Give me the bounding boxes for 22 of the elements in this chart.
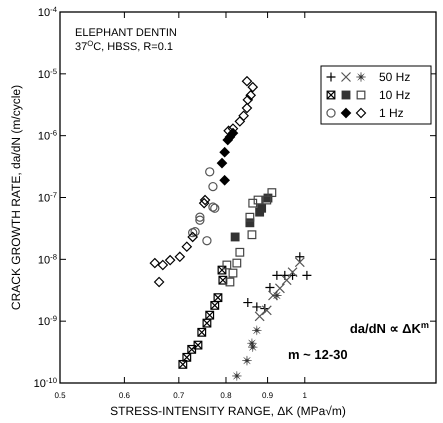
y-tick-label: 10$^{-5}$ xyxy=(38,66,57,81)
legend-label: 10 Hz xyxy=(379,88,410,102)
annotation: da/dN ∝ ΔK$^{m}$ xyxy=(350,320,429,336)
annotation: ELEPHANT DENTIN xyxy=(75,27,177,39)
annotation: 37$^{O}$C, HBSS, R=0.1 xyxy=(75,38,174,53)
x-tick-label: 0.7 xyxy=(173,391,185,400)
y-tick-label: 10$^{-6}$ xyxy=(38,128,57,143)
x-axis-title: STRESS-INTENSITY RANGE, ΔK (MPa√m) xyxy=(110,404,346,418)
legend-label: 50 Hz xyxy=(379,70,410,84)
legend-label: 1 Hz xyxy=(379,106,404,120)
x-tick-label: 0.8 xyxy=(220,391,232,400)
x-tick-label: 1 xyxy=(302,391,308,400)
y-axis-title: CRACK GROWTH RATE, da/dN (m/cycle) xyxy=(9,84,23,310)
y-tick-label: 10$^{-4}$ xyxy=(38,4,58,19)
x-tick-label: 0.6 xyxy=(118,391,130,400)
annotation: m ~ 12-30 xyxy=(288,347,348,362)
y-tick-label: 10$^{-8}$ xyxy=(38,252,57,266)
y-tick-label: 10$^{-9}$ xyxy=(38,314,57,328)
x-tick-label: 0.5 xyxy=(54,391,66,400)
y-tick-label: 10$^{-7}$ xyxy=(38,190,57,204)
y-tick-label: 10$^{-10}$ xyxy=(34,376,57,390)
x-tick-label: 0.9 xyxy=(262,391,274,400)
